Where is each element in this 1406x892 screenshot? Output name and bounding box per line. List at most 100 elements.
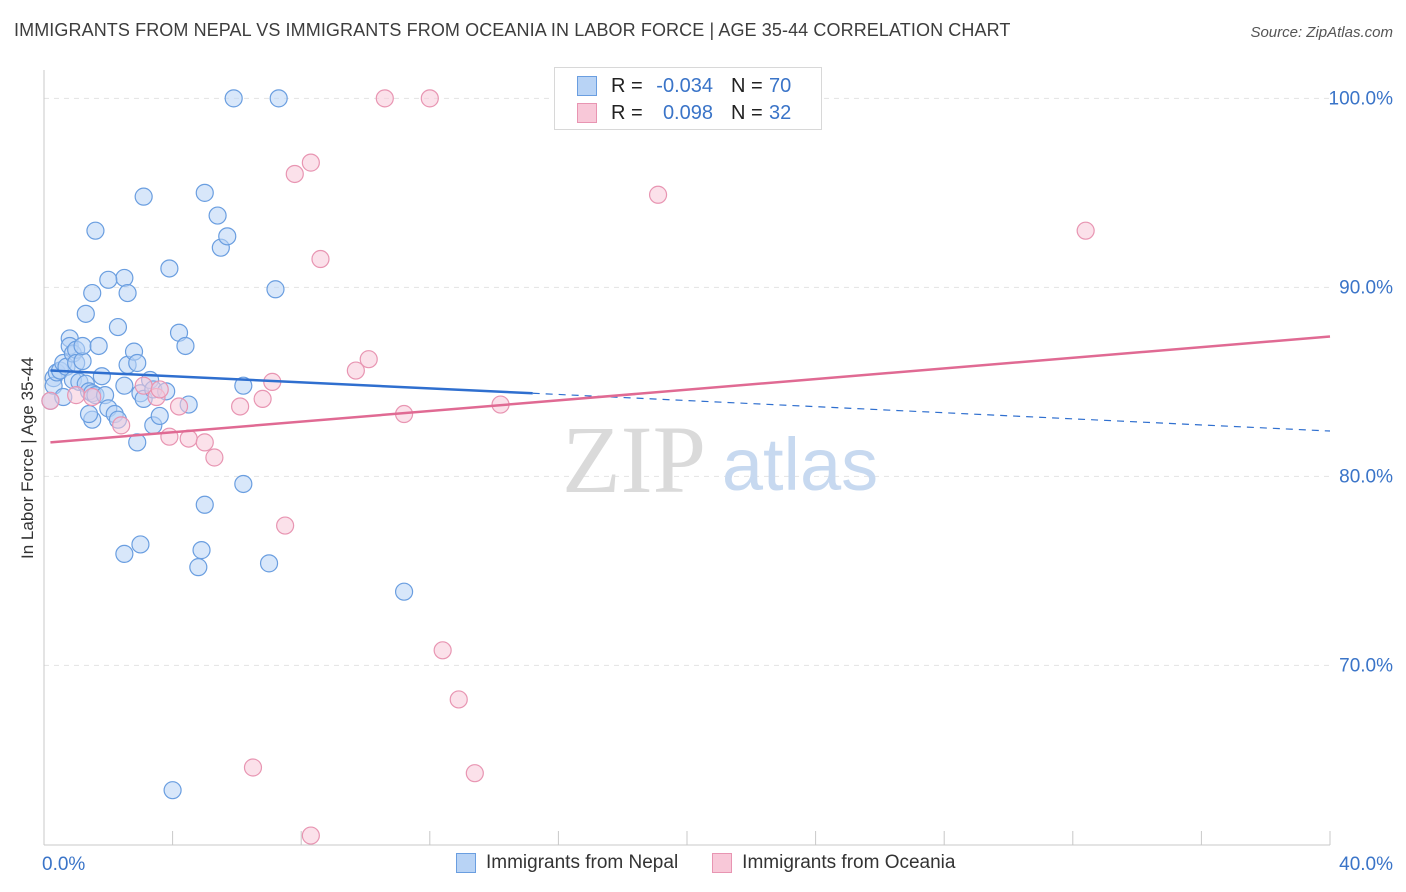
watermark: ZIP atlas [562, 406, 878, 513]
x-tick-label: 40.0% [1339, 854, 1393, 875]
series-swatch-nepal [456, 853, 476, 873]
y-axis-label: In Labor Force | Age 35-44 [18, 357, 37, 559]
point-nepal [160, 259, 179, 278]
point-oceania [205, 448, 224, 467]
point-oceania [253, 389, 272, 409]
legend-n-label: N = [731, 74, 763, 97]
point-oceania [67, 386, 86, 405]
point-nepal [150, 406, 169, 426]
point-nepal [79, 404, 99, 424]
legend-n-value: 70 [769, 74, 792, 97]
point-nepal [115, 376, 134, 395]
series-swatch-oceania [712, 853, 733, 873]
trendline-oceania [50, 335, 1331, 444]
point-nepal [259, 554, 279, 573]
legend-r-label: R = [611, 74, 643, 97]
axis-layer [43, 70, 1331, 846]
y-tick-label: 90.0% [1339, 277, 1393, 298]
point-oceania [449, 690, 468, 709]
legend-row-nepal: R = -0.034 N = 70 [577, 74, 791, 98]
point-nepal [115, 544, 134, 564]
legend-swatch-nepal [577, 76, 597, 96]
y-tick-label: 100.0% [1329, 88, 1394, 109]
point-nepal [131, 535, 150, 554]
legend-r-value: 0.098 [662, 101, 713, 124]
point-nepal [89, 336, 108, 356]
point-oceania [648, 185, 668, 204]
x-tick-label: 0.0% [42, 854, 85, 875]
point-nepal [189, 558, 208, 577]
point-nepal [266, 280, 285, 299]
point-oceania [420, 89, 439, 108]
legend-r-label: R = [611, 101, 643, 124]
point-nepal [134, 187, 153, 206]
watermark-atlas: atlas [722, 423, 878, 506]
point-nepal [163, 781, 182, 800]
point-nepal [195, 183, 214, 202]
legend-row-oceania: R = 0.098 N = 32 [577, 101, 791, 125]
chart-title: IMMIGRANTS FROM NEPAL VS IMMIGRANTS FROM… [14, 20, 1011, 40]
point-nepal [176, 336, 195, 356]
point-nepal [115, 268, 134, 288]
point-nepal [76, 304, 95, 323]
point-nepal [208, 206, 227, 225]
correlation-legend: R = -0.034 N = 70 R = 0.098 N = 32 [554, 67, 822, 130]
point-nepal [192, 541, 211, 560]
watermark-zip: ZIP [562, 406, 706, 513]
point-nepal [92, 367, 111, 386]
point-nepal [234, 474, 253, 494]
point-oceania [195, 433, 214, 452]
point-oceania [169, 397, 189, 416]
legend-n-label: N = [731, 101, 763, 124]
point-oceania [231, 397, 250, 416]
point-oceania [346, 361, 365, 380]
point-nepal [195, 495, 214, 514]
points-layer [41, 89, 1095, 845]
trendline-extension-nepal [532, 392, 1331, 432]
point-oceania [359, 350, 378, 369]
point-nepal [224, 89, 243, 108]
point-oceania [112, 416, 131, 435]
legend-swatch-oceania [577, 103, 597, 123]
point-nepal [118, 283, 137, 303]
point-oceania [276, 516, 295, 535]
y-tick-label: 80.0% [1339, 466, 1393, 487]
point-oceania [1076, 221, 1095, 240]
point-oceania [41, 391, 60, 410]
point-nepal [99, 270, 118, 289]
point-oceania [243, 758, 263, 777]
point-oceania [83, 387, 102, 407]
point-nepal [86, 221, 105, 240]
point-nepal [218, 227, 237, 246]
source-label: Source: ZipAtlas.com [1250, 24, 1393, 41]
point-nepal [128, 353, 147, 373]
point-nepal [269, 89, 288, 108]
point-oceania [285, 164, 304, 184]
point-oceania [433, 641, 452, 660]
legend-n-value: 32 [769, 101, 792, 124]
point-oceania [150, 380, 169, 399]
point-nepal [73, 336, 92, 356]
point-nepal [108, 317, 128, 337]
point-oceania [160, 427, 179, 446]
series-nepal [41, 89, 414, 800]
trendline-nepal [50, 369, 533, 395]
point-nepal [394, 582, 414, 601]
trend-layer [50, 335, 1331, 444]
series-label-oceania: Immigrants from Oceania [742, 852, 956, 873]
point-oceania [311, 249, 330, 269]
point-oceania [301, 826, 320, 845]
point-nepal [83, 283, 102, 303]
point-oceania [465, 764, 484, 783]
tick-labels: 100.0% 90.0% 80.0% 70.0% 0.0% 40.0% [42, 88, 1393, 875]
series-legend: Immigrants from Nepal Immigrants from Oc… [456, 852, 955, 874]
point-nepal [234, 376, 253, 395]
point-nepal [128, 433, 147, 452]
series-label-nepal: Immigrants from Nepal [486, 852, 679, 873]
point-nepal [73, 351, 92, 371]
y-tick-label: 70.0% [1339, 655, 1393, 676]
point-oceania [375, 89, 394, 108]
point-oceania [301, 153, 320, 172]
legend-r-value: -0.034 [656, 74, 713, 97]
